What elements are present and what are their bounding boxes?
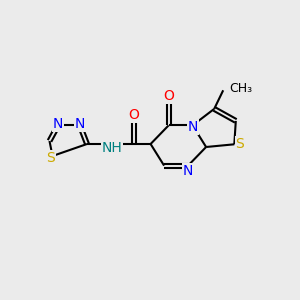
Text: S: S — [46, 151, 56, 164]
Text: NH: NH — [101, 141, 122, 154]
Text: N: N — [183, 164, 193, 178]
Text: N: N — [53, 117, 63, 131]
Text: O: O — [163, 89, 174, 103]
Text: N: N — [75, 117, 85, 131]
Text: CH₃: CH₃ — [229, 82, 252, 95]
Text: N: N — [188, 120, 198, 134]
Text: O: O — [129, 108, 140, 122]
Text: S: S — [235, 137, 244, 151]
